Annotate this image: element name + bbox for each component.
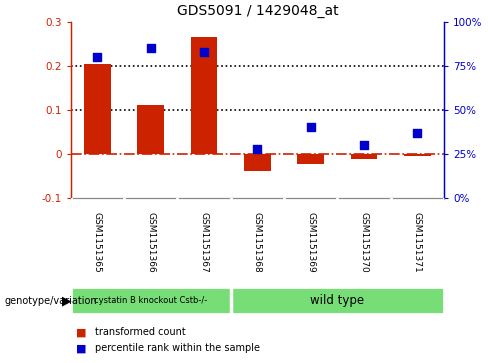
Text: cystatin B knockout Cstb-/-: cystatin B knockout Cstb-/- <box>94 296 207 305</box>
Text: GSM1151368: GSM1151368 <box>253 212 262 273</box>
Text: GSM1151367: GSM1151367 <box>200 212 208 273</box>
Bar <box>84 65 111 154</box>
Text: percentile rank within the sample: percentile rank within the sample <box>95 343 260 354</box>
Bar <box>351 154 377 159</box>
Point <box>200 49 208 54</box>
Bar <box>244 154 271 171</box>
Point <box>147 45 155 51</box>
Bar <box>138 105 164 154</box>
Point <box>413 130 421 136</box>
Point <box>94 54 102 60</box>
Text: ▶: ▶ <box>62 294 72 307</box>
Bar <box>71 287 231 314</box>
Text: wild type: wild type <box>310 294 365 307</box>
Text: ■: ■ <box>76 343 86 354</box>
Text: ■: ■ <box>76 327 86 337</box>
Text: GSM1151371: GSM1151371 <box>413 212 422 273</box>
Text: genotype/variation: genotype/variation <box>5 295 98 306</box>
Point <box>254 146 262 151</box>
Text: GSM1151365: GSM1151365 <box>93 212 102 273</box>
Title: GDS5091 / 1429048_at: GDS5091 / 1429048_at <box>177 4 338 18</box>
Point <box>360 142 368 148</box>
Point <box>307 125 315 130</box>
Bar <box>231 287 444 314</box>
Bar <box>297 154 324 163</box>
Text: GSM1151370: GSM1151370 <box>360 212 368 273</box>
Text: transformed count: transformed count <box>95 327 186 337</box>
Text: GSM1151369: GSM1151369 <box>306 212 315 273</box>
Text: GSM1151366: GSM1151366 <box>146 212 155 273</box>
Bar <box>404 154 431 156</box>
Bar <box>191 37 218 154</box>
